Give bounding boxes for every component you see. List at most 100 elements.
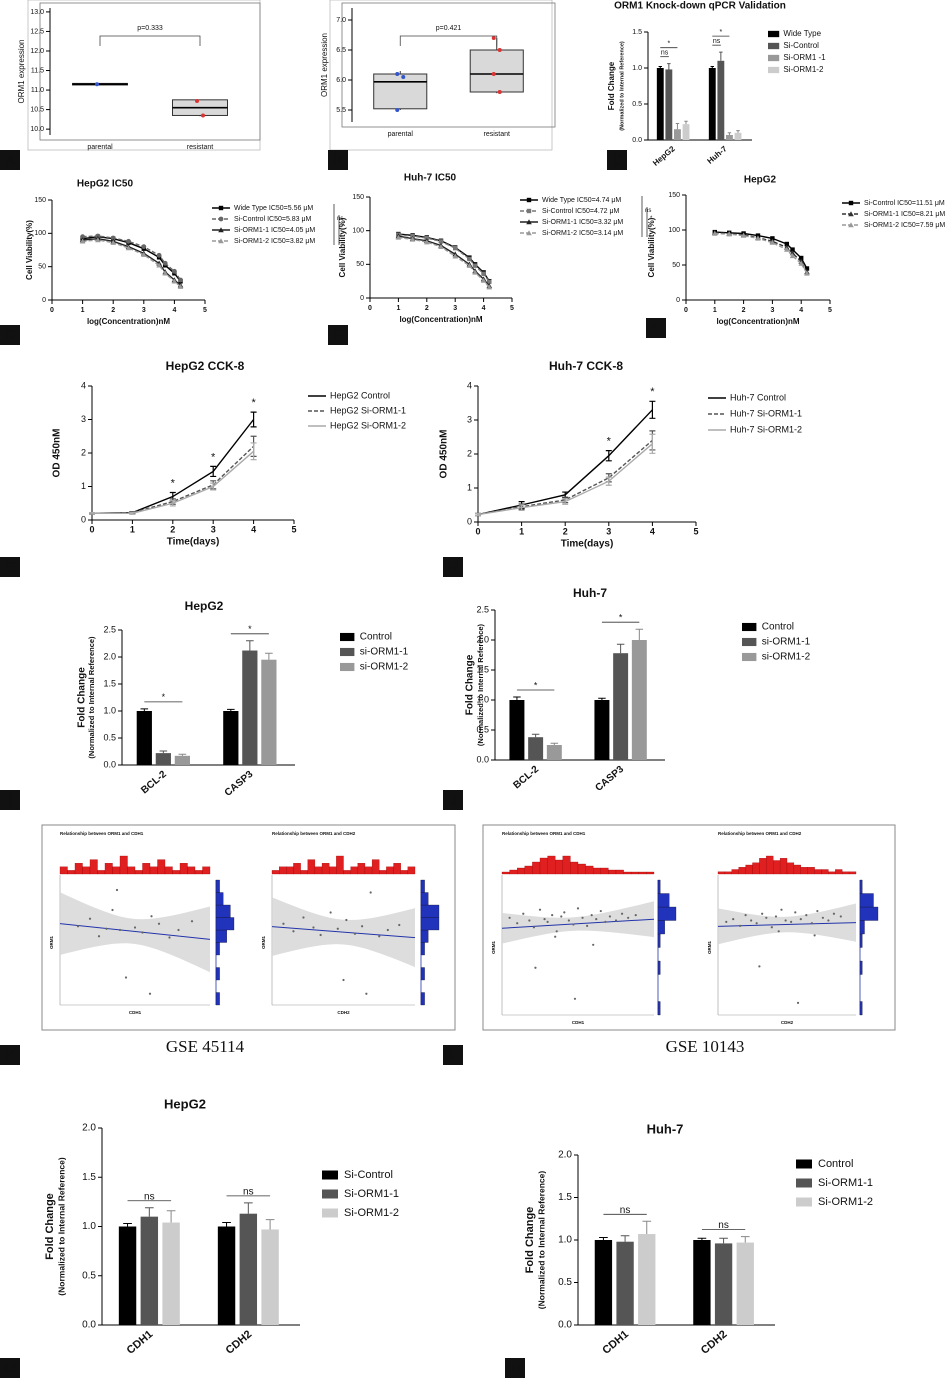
side-hist-bar (215, 904, 231, 918)
point (360, 925, 364, 928)
x-axis-label: CDH1 (572, 1020, 585, 1025)
panel-letter-box (328, 150, 348, 170)
legend-label: Si-ORM1-2 (344, 1207, 399, 1219)
bar (509, 700, 525, 760)
marker (141, 251, 147, 257)
y-tick-label: 0.5 (103, 732, 116, 742)
top-hist-bar (89, 859, 98, 875)
top-hist-bar (74, 863, 83, 875)
caption: GSE 10143 (666, 1037, 745, 1056)
legend-swatch (796, 1197, 812, 1207)
legend-label: Wide Type (783, 29, 821, 38)
point (614, 919, 618, 922)
legend-swatch (768, 30, 780, 38)
y-axis-label: ORM1 (49, 936, 54, 949)
bar (708, 68, 716, 140)
error-bar (129, 511, 136, 515)
top-hist-bar (800, 867, 808, 875)
top-hist-bar (179, 863, 188, 875)
panel-letter-box (0, 790, 20, 810)
point (805, 914, 808, 917)
panel-letter: F (651, 320, 660, 337)
point (744, 914, 747, 917)
point (551, 914, 554, 917)
top-hist-bar (615, 869, 624, 875)
point (157, 922, 161, 925)
top-hist-bar (119, 855, 128, 875)
sig-label: ns (620, 1205, 631, 1216)
sig-label: ns (144, 1191, 155, 1202)
y-tick-label: 1.0 (632, 65, 642, 72)
top-hist-bar (517, 867, 525, 875)
subplot-title: Relationship between ORM1 and CDH1 (60, 831, 144, 836)
marker (424, 239, 430, 245)
top-hist-bar (393, 863, 401, 875)
point (765, 916, 768, 919)
point (543, 918, 546, 921)
legend-label: Si-Control (344, 1169, 393, 1181)
x-tick-label: 2 (425, 305, 429, 312)
bar (528, 737, 544, 760)
x-tick-label: CASP3 (223, 769, 256, 799)
point (839, 915, 842, 918)
sig-label: ns (243, 1187, 254, 1198)
y-axis-label: Cell Viability(%) (25, 220, 34, 280)
marker (784, 241, 789, 247)
marker (472, 269, 478, 275)
point (627, 916, 630, 919)
error-bar (642, 1220, 652, 1235)
side-hist-bar (657, 960, 661, 975)
top-hist-bar (271, 870, 280, 875)
p-value: p=0.333 (137, 25, 163, 32)
point (302, 916, 305, 919)
error-bar (265, 1219, 275, 1230)
legend-swatch (768, 42, 780, 50)
side-hist-bar (420, 992, 425, 1006)
legend-label: si-ORM1-2 (360, 662, 409, 673)
y-axis-label: (Normalized to Internal Reference) (87, 636, 96, 759)
plot-area (39, 2, 261, 141)
point (810, 922, 813, 925)
legend-label: Si-ORM1 -1 (783, 53, 826, 62)
sig-label: * (650, 386, 655, 398)
x-tick-label: 4 (172, 307, 176, 314)
x-tick-label: Huh-7 (705, 144, 729, 166)
legend-label: Si-ORM1-1 (344, 1188, 399, 1200)
x-tick-label: 3 (606, 526, 611, 536)
error-bar (658, 66, 662, 68)
marker (172, 268, 177, 274)
y-axis-label: (Normalized to Internal Reference) (536, 1171, 546, 1310)
sig-label: * (248, 624, 252, 634)
top-hist-bar (350, 866, 358, 875)
top-hist-bar (407, 866, 416, 875)
y-tick-label: 1.0 (558, 1235, 572, 1246)
point (538, 908, 542, 911)
marker (784, 246, 790, 252)
error-bar (649, 400, 656, 419)
marker (466, 262, 473, 268)
y-tick-label: 150 (668, 192, 680, 199)
marker (156, 262, 162, 268)
p-bracket (399, 35, 498, 46)
legend-label: Si-ORM1-1 IC50=4.05 μM (234, 227, 315, 234)
point (292, 930, 295, 933)
marker (178, 277, 183, 283)
marker (526, 197, 532, 203)
y-tick-label: 0 (360, 295, 364, 302)
panel-letter-box (443, 790, 463, 810)
side-hist-bar (657, 920, 665, 935)
point (124, 976, 128, 979)
top-hist-bar (638, 871, 647, 875)
x-tick-label: 2 (742, 307, 746, 314)
panel-letter: K (5, 1047, 15, 1064)
x-tick-label: CASP3 (594, 764, 627, 794)
point (369, 891, 372, 894)
top-hist-bar (134, 870, 143, 875)
y-tick-label: 10.5 (30, 106, 44, 113)
panel-letter-box (646, 318, 666, 338)
marker (798, 260, 804, 266)
point (813, 934, 816, 937)
legend-swatch (796, 1178, 812, 1188)
legend-swatch (742, 637, 757, 647)
